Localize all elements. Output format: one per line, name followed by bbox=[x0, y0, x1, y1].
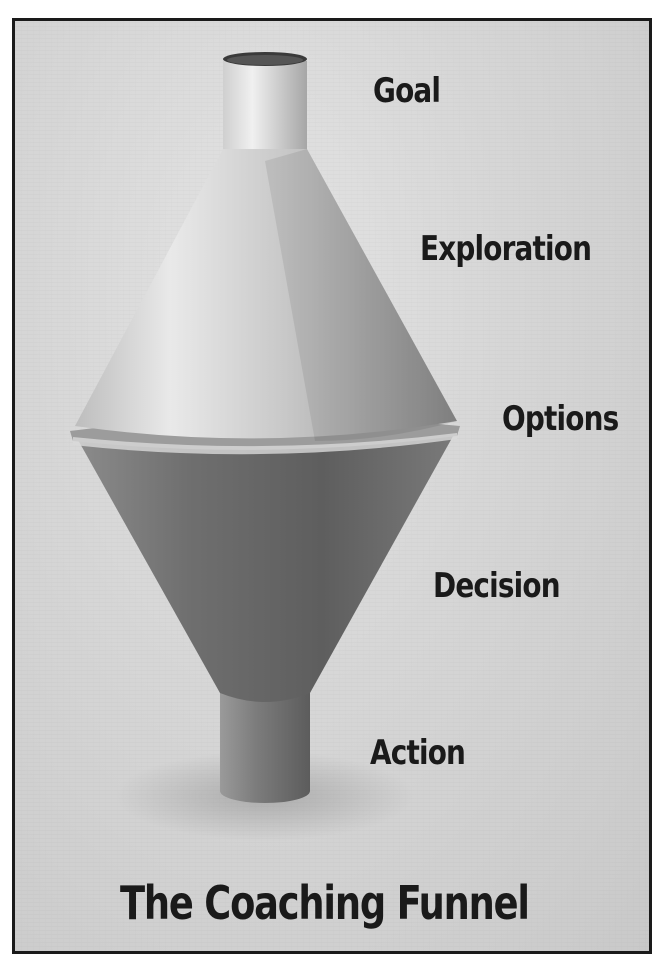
exploration-cone bbox=[75, 149, 457, 439]
stage-label-decision: Decision bbox=[433, 566, 561, 606]
diagram-frame: Goal Exploration Options Decision Action… bbox=[12, 18, 652, 954]
options-rim-highlight bbox=[73, 433, 457, 455]
exploration-cone-shade bbox=[265, 149, 457, 441]
stage-label-action: Action bbox=[370, 733, 466, 773]
diagram-title: The Coaching Funnel bbox=[120, 876, 530, 930]
stage-label-goal: Goal bbox=[373, 71, 441, 111]
stage-label-options: Options bbox=[502, 399, 619, 439]
goal-cylinder-top-inner bbox=[227, 55, 303, 65]
action-cylinder bbox=[220, 691, 310, 803]
funnel-graphic bbox=[70, 52, 460, 841]
decision-cone bbox=[73, 422, 457, 702]
goal-cylinder bbox=[223, 61, 307, 149]
stage-label-exploration: Exploration bbox=[420, 229, 592, 269]
